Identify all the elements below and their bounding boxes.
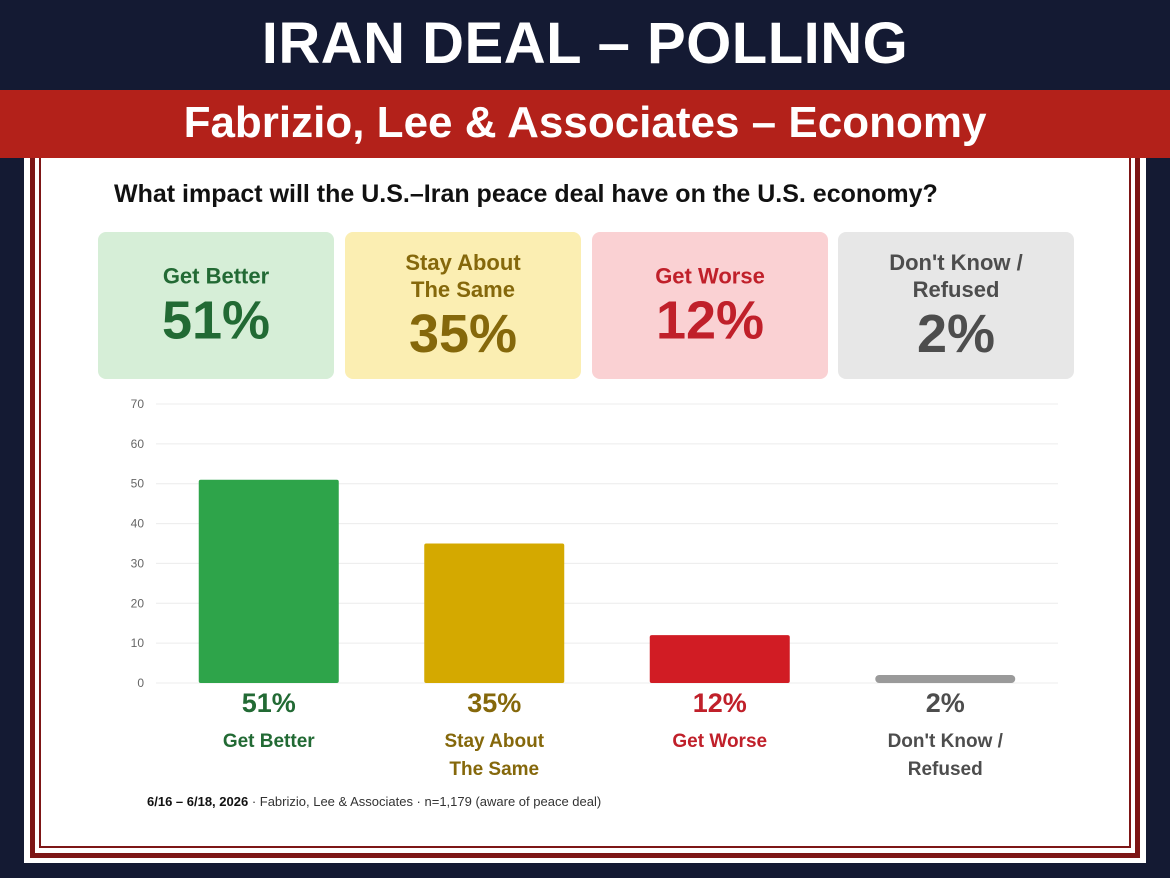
y-tick-label: 70 [131, 397, 145, 411]
y-tick-label: 30 [131, 556, 145, 570]
card-value: 35% [408, 303, 518, 364]
card-label: Get Better [162, 263, 270, 288]
y-tick-label: 10 [131, 636, 145, 650]
card-label: Get Worse [655, 263, 765, 288]
result-card-get-worse: Get Worse 12% [592, 232, 828, 379]
bar [424, 543, 565, 683]
card-label: Don't Know / Refused [889, 249, 1023, 302]
page-title: IRAN DEAL – POLLING [261, 11, 909, 76]
subtitle-banner: Fabrizio, Lee & Associates – Economy [0, 90, 1170, 158]
card-value: 2% [916, 303, 996, 364]
card-value: 51% [161, 290, 271, 350]
bar-chart: 0 10 20 30 40 50 60 70 51% Get Better 35% Stay Abou… [131, 397, 1058, 780]
result-card-get-better: Get Better 51% [98, 232, 334, 379]
x-category-label: Get Better [223, 731, 315, 752]
y-tick-label: 20 [131, 596, 145, 610]
y-tick-label: 50 [131, 477, 145, 491]
result-card-stay-same: Stay About The Same 35% [345, 232, 581, 379]
x-category-label: Stay About The Same [444, 731, 544, 780]
bar-value-label: 35% [467, 688, 521, 718]
frame-border-inner [39, 158, 1131, 848]
frame-border-outer [30, 158, 1140, 858]
card-value: 12% [655, 290, 765, 350]
card-label: Stay About The Same [405, 249, 521, 302]
result-card-dont-know: Don't Know / Refused 2% [838, 232, 1074, 379]
bar [649, 635, 790, 683]
footnote-source: · Fabrizio, Lee & Associates · n=1,179 (… [248, 794, 602, 809]
footnote: 6/16 – 6/18, 2026 · Fabrizio, Lee & Asso… [147, 794, 601, 809]
bar-value-label: 2% [926, 688, 965, 718]
y-tick-label: 0 [137, 676, 144, 690]
bar [198, 479, 339, 683]
x-category-label: Get Worse [672, 731, 767, 752]
survey-question: What impact will the U.S.–Iran peace dea… [114, 180, 938, 208]
bar-value-label: 12% [693, 688, 747, 718]
y-tick-label: 60 [131, 437, 145, 451]
bar [875, 675, 1016, 683]
y-tick-label: 40 [131, 517, 145, 531]
footnote-dates: 6/16 – 6/18, 2026 [147, 794, 249, 809]
bar-value-label: 51% [242, 688, 296, 718]
x-category-label: Don't Know / Refused [888, 731, 1004, 780]
